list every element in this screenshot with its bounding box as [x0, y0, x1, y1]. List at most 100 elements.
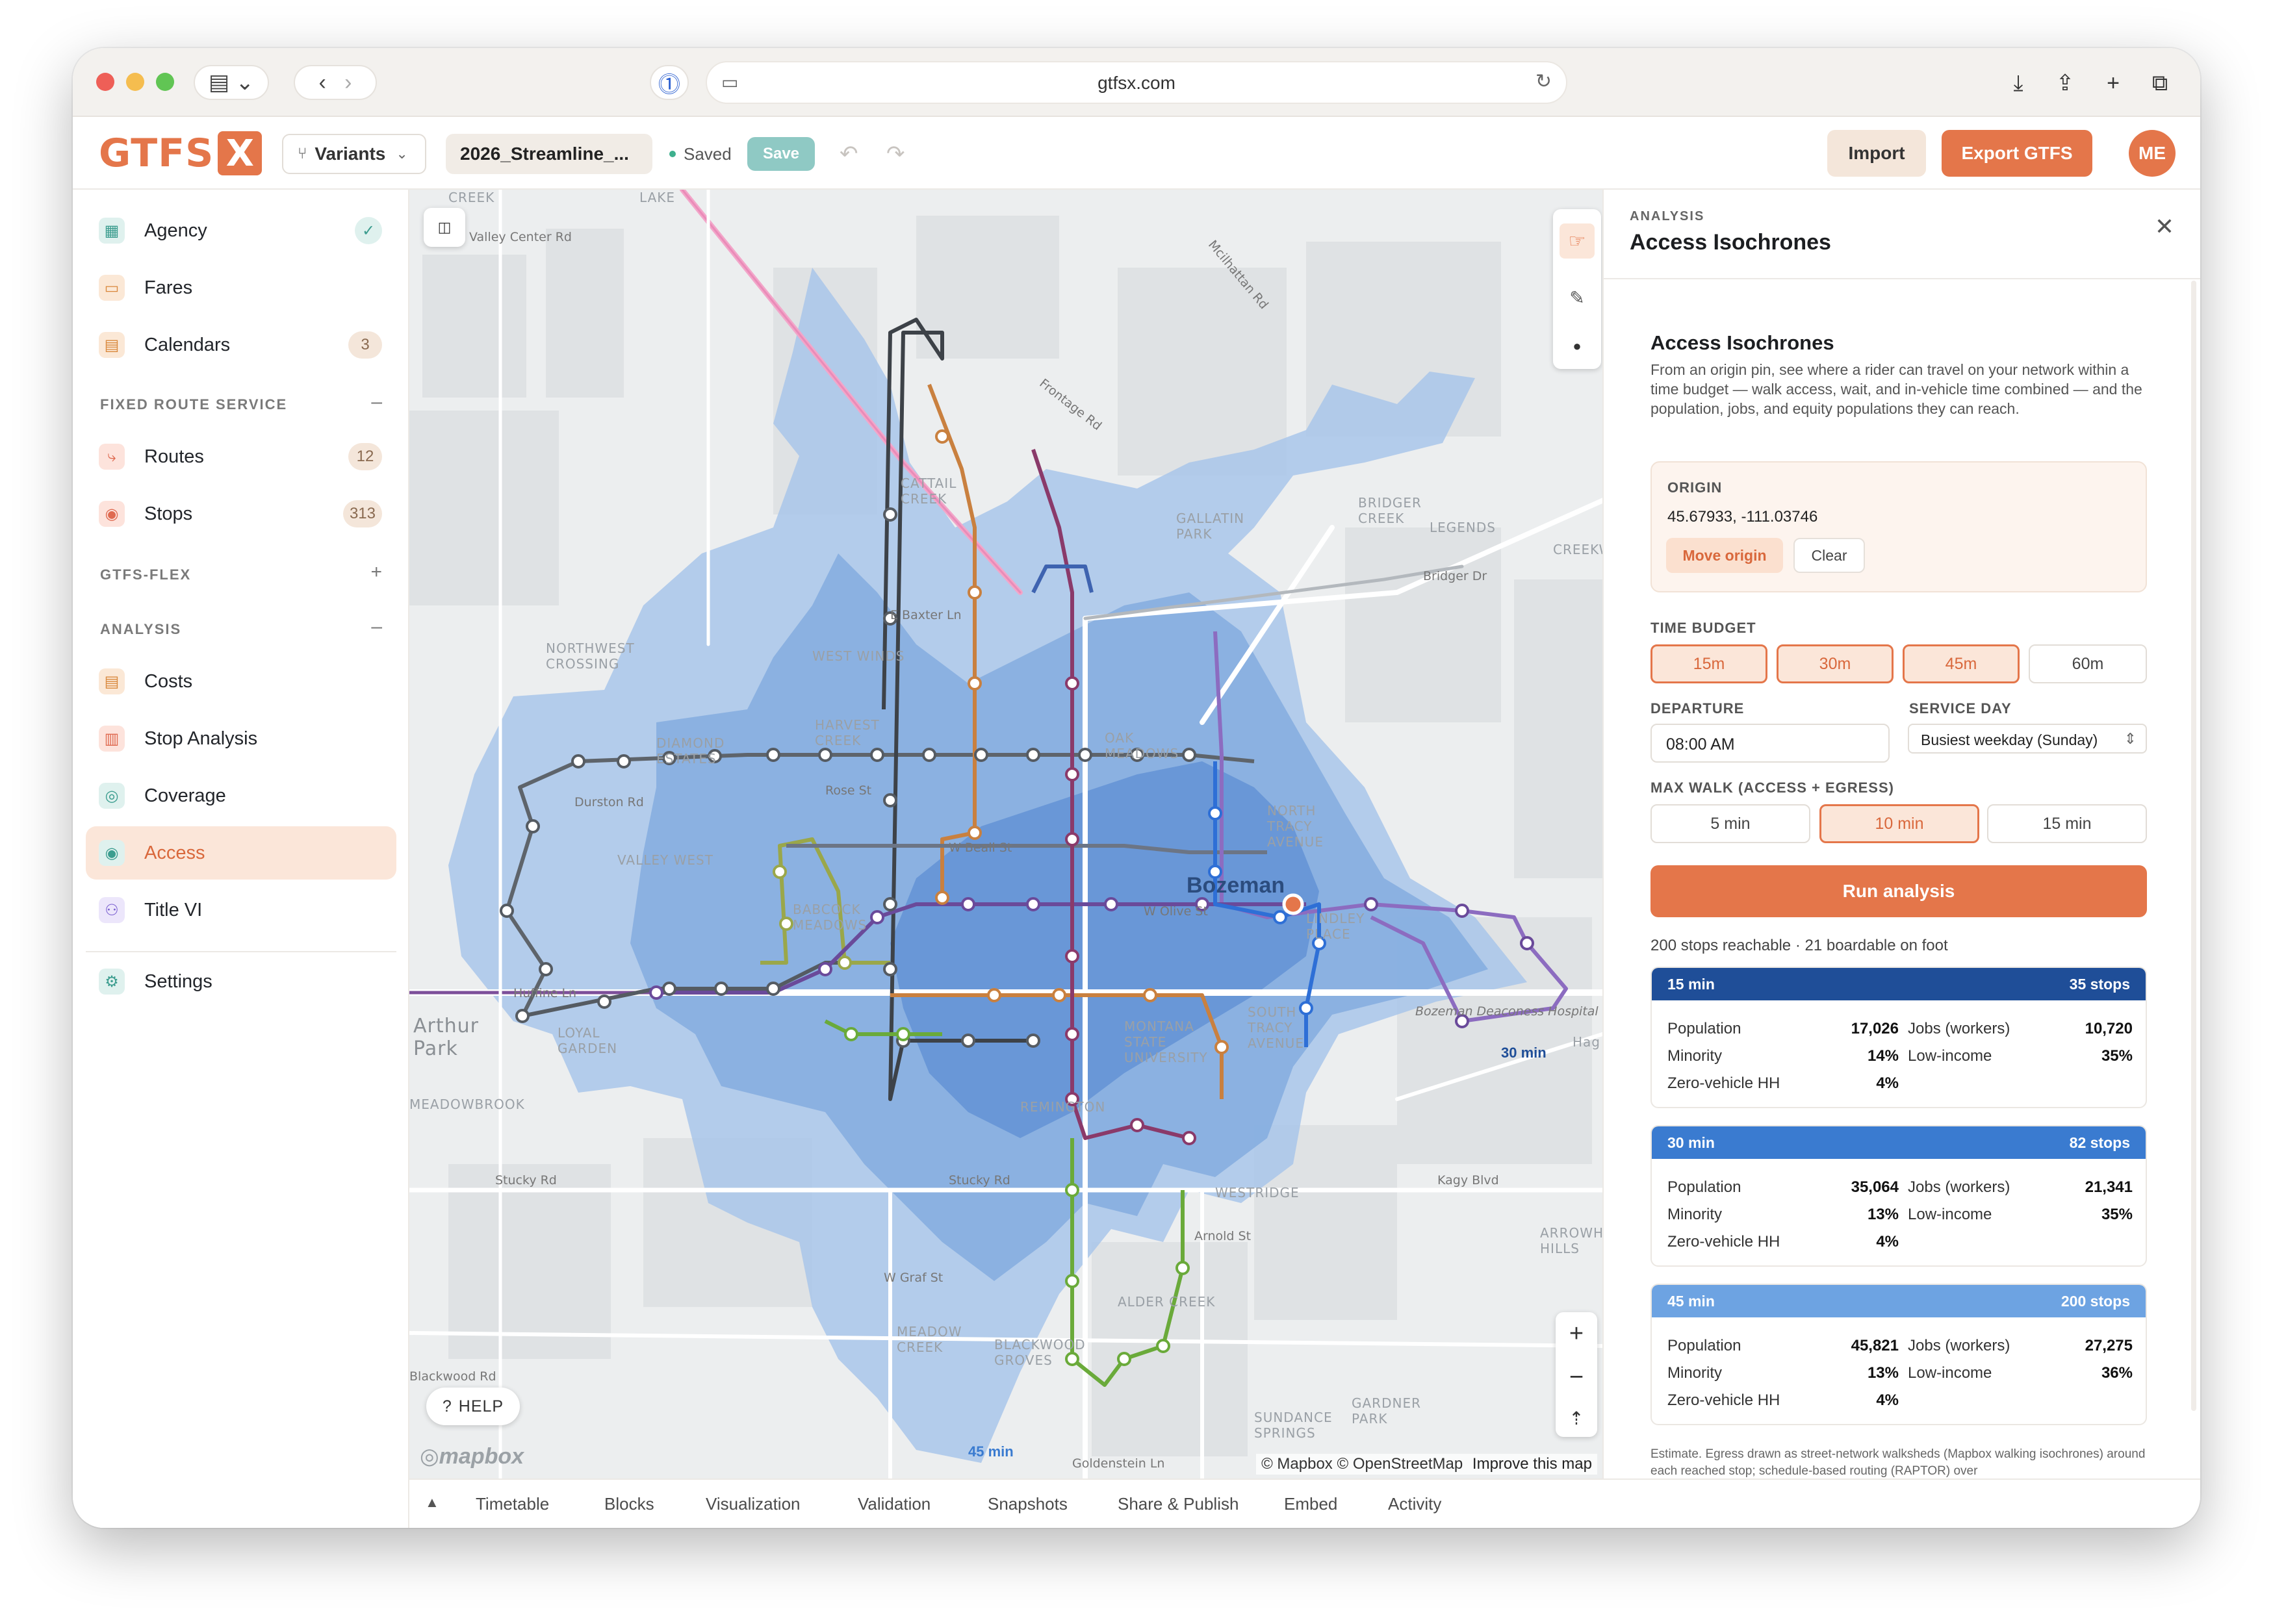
improve-map-link[interactable]: Improve this map — [1472, 1455, 1592, 1473]
sidebar-toggle-button[interactable]: ▤ ⌄ — [194, 65, 269, 100]
close-window-button[interactable] — [96, 73, 114, 91]
stop-markers[interactable] — [500, 507, 1196, 1048]
panel-scrollbar[interactable] — [2191, 281, 2196, 1411]
collapse-icon[interactable]: – — [371, 391, 382, 412]
max-walk-5[interactable]: 5 min — [1650, 804, 1810, 843]
expand-panel-icon[interactable]: ▲ — [425, 1494, 439, 1510]
stop-markers-green[interactable] — [844, 1027, 1190, 1366]
route-line-orange — [927, 383, 977, 898]
mapbox-logo[interactable]: ◎mapbox — [420, 1443, 524, 1469]
reader-icon[interactable]: ▭ — [721, 72, 739, 92]
tab-timetable[interactable]: Timetable — [476, 1494, 550, 1514]
stop-markers-olive[interactable] — [773, 865, 852, 970]
sidebar-item-access[interactable]: ◉ Access — [86, 826, 396, 880]
stat-label: Jobs (workers) — [1908, 1337, 2010, 1354]
stat-value: 14% — [1867, 1047, 1899, 1065]
stat-label: Minority — [1667, 1206, 1723, 1223]
expand-icon[interactable]: + — [370, 561, 382, 583]
zoom-in-icon[interactable]: + — [1569, 1320, 1584, 1348]
help-button[interactable]: ? HELP — [426, 1388, 520, 1425]
street-label: Stucky Rd — [495, 1173, 557, 1187]
departure-input[interactable]: 08:00 AM — [1650, 724, 1890, 763]
run-analysis-button[interactable]: Run analysis — [1650, 865, 2147, 917]
sidebar-item-routes[interactable]: ⤷ Routes 12 — [86, 430, 396, 483]
browser-toolbar: ▤ ⌄ ‹ › ⓵ ▭ gtfsx.com ↻ ⤓ ⇪ + ⧉ — [73, 48, 2200, 117]
sidebar-item-coverage[interactable]: ◎ Coverage — [86, 769, 396, 822]
point-icon[interactable]: ● — [1573, 337, 1582, 354]
time-budget-30m[interactable]: 30m — [1777, 644, 1894, 683]
sidebar-item-stops[interactable]: ◉ Stops 313 — [86, 487, 396, 540]
tab-snapshots[interactable]: Snapshots — [988, 1494, 1068, 1514]
max-walk-10[interactable]: 10 min — [1819, 804, 1979, 843]
address-bar[interactable]: ▭ gtfsx.com ↻ — [706, 61, 1567, 104]
tab-share-publish[interactable]: Share & Publish — [1118, 1494, 1239, 1514]
stop-markers-plum[interactable] — [1065, 676, 1196, 1145]
collapse-icon[interactable]: – — [371, 616, 382, 637]
sidebar-item-calendars[interactable]: ▤ Calendars 3 — [86, 318, 396, 372]
time-budget-60m[interactable]: 60m — [2029, 644, 2147, 683]
street-label: Huffine Ln — [513, 986, 577, 1000]
export-gtfs-button[interactable]: Export GTFS — [1942, 130, 2092, 177]
map-canvas[interactable]: CREEK LAKE NORTHWEST CROSSING DIAMOND ES… — [409, 190, 1602, 1478]
panel-toggle-icon[interactable]: ◫ — [424, 208, 465, 247]
time-budget-45m[interactable]: 45m — [1903, 644, 2020, 683]
sidebar-item-settings[interactable]: ⚙ Settings — [86, 955, 396, 1008]
close-panel-icon[interactable]: ✕ — [2154, 213, 2174, 240]
time-budget-15m[interactable]: 15m — [1650, 644, 1767, 683]
clear-origin-button[interactable]: Clear — [1793, 538, 1865, 573]
new-tab-icon[interactable]: + — [2107, 70, 2120, 95]
tab-blocks[interactable]: Blocks — [604, 1494, 654, 1514]
tabs-overview-icon[interactable]: ⧉ — [2151, 70, 2168, 95]
move-origin-button[interactable]: Move origin — [1666, 538, 1783, 573]
reload-icon[interactable]: ↻ — [1535, 71, 1552, 92]
route-line-dark — [882, 318, 1040, 1101]
service-day-select[interactable]: Busiest weekday (Sunday) ⇕ — [1908, 724, 2147, 754]
attribution-text[interactable]: © Mapbox © OpenStreetMap — [1261, 1455, 1463, 1473]
undo-icon[interactable]: ↶ — [840, 142, 858, 166]
sidebar-item-costs[interactable]: ▤ Costs — [86, 655, 396, 708]
minimize-window-button[interactable] — [126, 73, 144, 91]
sidebar-item-label: Stops — [144, 503, 193, 524]
status-dot-icon — [669, 151, 676, 157]
tab-visualization[interactable]: Visualization — [706, 1494, 801, 1514]
history-nav[interactable]: ‹ › — [294, 65, 377, 100]
sidebar-item-label: Calendars — [144, 334, 231, 355]
hand-icon[interactable]: ☞ — [1560, 223, 1595, 259]
redo-icon[interactable]: ↷ — [886, 142, 905, 166]
save-button[interactable]: Save — [747, 137, 815, 171]
project-name-field[interactable]: 2026_Streamline_... — [446, 134, 652, 174]
zoom-window-button[interactable] — [156, 73, 174, 91]
max-walk-15[interactable]: 15 min — [1987, 804, 2147, 843]
password-manager-button[interactable]: ⓵ — [650, 65, 689, 100]
avatar[interactable]: ME — [2129, 130, 2176, 177]
origin-pin[interactable] — [1282, 893, 1304, 915]
stop-markers-orange[interactable] — [935, 429, 1229, 1054]
compass-icon[interactable]: ⇡ — [1569, 1408, 1584, 1428]
sidebar-item-fares[interactable]: ▭ Fares — [86, 261, 396, 314]
download-icon[interactable]: ⤓ — [2013, 70, 2023, 95]
pencil-icon[interactable]: ✎ — [1569, 288, 1585, 309]
stop-markers-purple[interactable] — [649, 897, 1534, 1028]
map-label: SUNDANCE SPRINGS — [1254, 1410, 1333, 1441]
sidebar-item-title-vi[interactable]: ⚇ Title VI — [86, 883, 396, 937]
sidebar-item-stop-analysis[interactable]: ▥ Stop Analysis — [86, 712, 396, 765]
sidebar-item-agency[interactable]: ▦ Agency ✓ — [86, 204, 396, 257]
tab-embed[interactable]: Embed — [1284, 1494, 1338, 1514]
app-logo[interactable]: GTFS X — [99, 131, 263, 176]
route-line-green2 — [824, 1019, 942, 1036]
pin-icon: ◉ — [99, 501, 125, 527]
route-line-plum — [1031, 449, 1190, 1140]
map-svg[interactable] — [409, 190, 1602, 1478]
zoom-out-icon[interactable]: − — [1569, 1364, 1584, 1391]
variants-button[interactable]: ⑂ Variants ⌄ — [282, 134, 426, 174]
sidebar-item-label: Access — [144, 842, 205, 863]
tab-validation[interactable]: Validation — [858, 1494, 931, 1514]
back-icon[interactable]: ‹ — [318, 70, 326, 95]
import-button[interactable]: Import — [1827, 130, 1926, 177]
share-icon[interactable]: ⇪ — [2055, 71, 2075, 95]
export-label: Export GTFS — [1961, 143, 2073, 163]
forward-icon[interactable]: › — [344, 70, 352, 95]
save-label: Save — [762, 145, 800, 162]
stop-markers-blue[interactable] — [1208, 806, 1326, 1015]
tab-activity[interactable]: Activity — [1388, 1494, 1442, 1514]
